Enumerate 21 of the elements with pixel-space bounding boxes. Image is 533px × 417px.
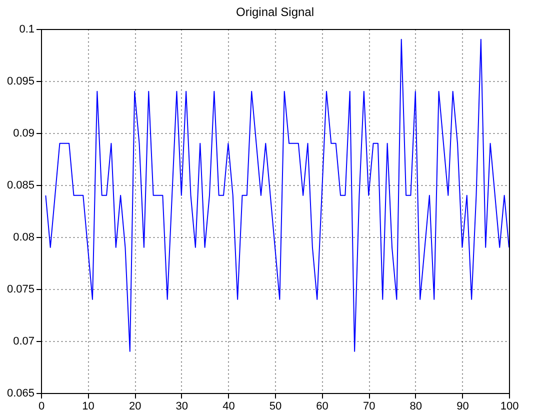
x-tick-label: 50 (269, 400, 282, 412)
y-tick-label: 0.1 (19, 24, 34, 36)
x-tick-label: 90 (456, 400, 469, 412)
x-tick-label: 20 (128, 400, 142, 412)
x-tick-label: 60 (316, 400, 328, 412)
line-series (45, 38, 509, 352)
y-tick-label: 0.08 (13, 232, 34, 244)
y-tick-label: 0.09 (13, 128, 34, 140)
y-tick-label: 0.085 (6, 180, 34, 192)
x-tick-label: 10 (82, 400, 94, 412)
x-tick-label: 0 (38, 400, 45, 412)
y-tick-label: 0.075 (6, 284, 34, 296)
chart-title: Original Signal (236, 5, 314, 19)
x-tick-label: 30 (176, 400, 188, 412)
x-tick-label: 70 (362, 400, 376, 412)
y-tick-label: 0.07 (13, 336, 34, 348)
x-tick-label: 80 (410, 400, 422, 412)
y-tick-label: 0.065 (6, 388, 34, 400)
x-tick-label: 100 (500, 400, 519, 412)
y-tick-label: 0.095 (6, 76, 34, 88)
x-tick-label: 40 (222, 400, 235, 412)
